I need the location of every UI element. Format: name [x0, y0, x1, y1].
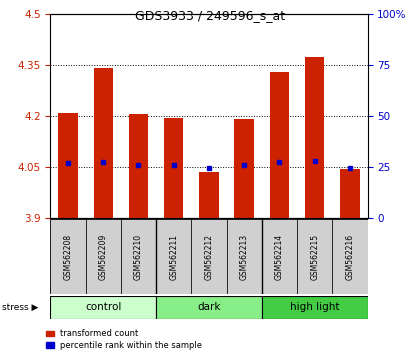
Bar	[332, 219, 368, 294]
Bar	[192, 219, 226, 294]
Bar	[156, 219, 192, 294]
Bar	[270, 72, 289, 218]
Bar	[58, 113, 78, 218]
Text: control: control	[85, 302, 121, 312]
Bar	[94, 68, 113, 218]
Text: high light: high light	[290, 302, 339, 312]
Text: GSM562214: GSM562214	[275, 234, 284, 280]
Bar	[50, 296, 156, 319]
Bar	[86, 219, 121, 294]
Bar	[199, 172, 219, 218]
Bar	[50, 219, 86, 294]
Bar	[305, 57, 324, 218]
Bar	[129, 114, 148, 218]
Text: GSM562208: GSM562208	[63, 234, 73, 280]
Bar	[121, 219, 156, 294]
Legend: transformed count, percentile rank within the sample: transformed count, percentile rank withi…	[46, 329, 202, 350]
Text: GSM562211: GSM562211	[169, 234, 178, 280]
Text: GSM562215: GSM562215	[310, 234, 319, 280]
Text: GSM562213: GSM562213	[240, 234, 249, 280]
Text: GSM562212: GSM562212	[205, 234, 213, 280]
Bar	[226, 219, 262, 294]
Text: dark: dark	[197, 302, 220, 312]
Bar	[234, 119, 254, 218]
Bar	[262, 296, 368, 319]
Bar	[262, 219, 297, 294]
Bar	[297, 219, 332, 294]
Bar	[156, 296, 262, 319]
Text: stress ▶: stress ▶	[2, 303, 39, 312]
Bar	[340, 169, 360, 218]
Text: GSM562209: GSM562209	[99, 234, 108, 280]
Text: GDS3933 / 249596_s_at: GDS3933 / 249596_s_at	[135, 9, 285, 22]
Text: GSM562216: GSM562216	[345, 234, 354, 280]
Text: GSM562210: GSM562210	[134, 234, 143, 280]
Bar	[164, 118, 184, 218]
